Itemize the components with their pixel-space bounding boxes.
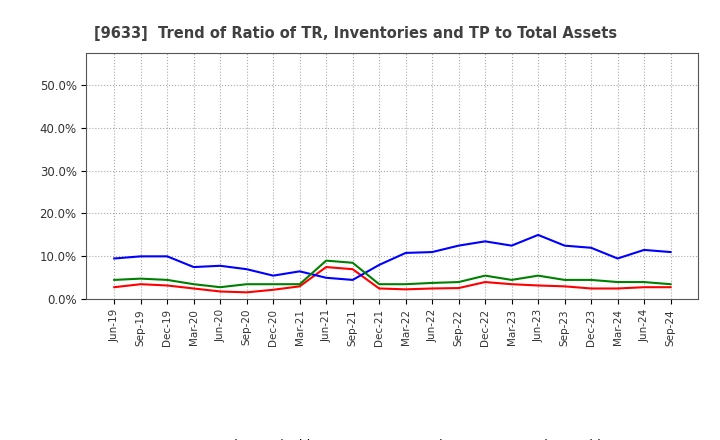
Trade Receivables (322, 264, 330, 270)
Line: Inventories: Inventories (114, 235, 670, 280)
Trade Receivables (613, 286, 622, 291)
Trade Payables (375, 282, 384, 287)
Trade Receivables (401, 287, 410, 292)
Trade Payables (243, 282, 251, 287)
Text: [9633]  Trend of Ratio of TR, Inventories and TP to Total Assets: [9633] Trend of Ratio of TR, Inventories… (94, 26, 617, 41)
Inventories (295, 269, 304, 274)
Trade Payables (189, 282, 198, 287)
Trade Payables (428, 280, 436, 286)
Trade Payables (613, 279, 622, 285)
Trade Receivables (428, 286, 436, 291)
Inventories (428, 249, 436, 255)
Trade Payables (560, 277, 569, 282)
Trade Receivables (136, 282, 145, 287)
Inventories (322, 275, 330, 280)
Inventories (216, 263, 225, 268)
Inventories (163, 254, 171, 259)
Inventories (189, 264, 198, 270)
Inventories (348, 277, 357, 282)
Trade Receivables (481, 279, 490, 285)
Inventories (243, 267, 251, 272)
Inventories (534, 232, 542, 238)
Trade Receivables (666, 285, 675, 290)
Inventories (613, 256, 622, 261)
Trade Payables (666, 282, 675, 287)
Line: Trade Receivables: Trade Receivables (114, 267, 670, 292)
Inventories (587, 245, 595, 250)
Inventories (508, 243, 516, 248)
Trade Receivables (269, 287, 277, 293)
Inventories (401, 250, 410, 256)
Inventories (640, 247, 649, 253)
Inventories (110, 256, 119, 261)
Trade Payables (481, 273, 490, 278)
Inventories (454, 243, 463, 248)
Inventories (375, 262, 384, 268)
Trade Payables (454, 279, 463, 285)
Trade Payables (322, 258, 330, 263)
Inventories (666, 249, 675, 255)
Trade Payables (269, 282, 277, 287)
Trade Payables (163, 277, 171, 282)
Inventories (560, 243, 569, 248)
Inventories (481, 239, 490, 244)
Trade Receivables (534, 283, 542, 288)
Trade Payables (348, 260, 357, 265)
Trade Payables (136, 276, 145, 281)
Trade Payables (295, 282, 304, 287)
Trade Payables (110, 277, 119, 282)
Trade Payables (216, 285, 225, 290)
Trade Receivables (243, 290, 251, 295)
Trade Payables (640, 279, 649, 285)
Trade Receivables (189, 286, 198, 291)
Trade Payables (587, 277, 595, 282)
Legend: Trade Receivables, Inventories, Trade Payables: Trade Receivables, Inventories, Trade Pa… (164, 433, 621, 440)
Trade Receivables (587, 286, 595, 291)
Trade Receivables (216, 289, 225, 294)
Trade Payables (401, 282, 410, 287)
Line: Trade Payables: Trade Payables (114, 260, 670, 287)
Trade Receivables (110, 285, 119, 290)
Trade Receivables (560, 284, 569, 289)
Trade Receivables (640, 285, 649, 290)
Trade Receivables (454, 286, 463, 291)
Trade Receivables (348, 267, 357, 272)
Trade Receivables (375, 286, 384, 291)
Trade Payables (508, 277, 516, 282)
Inventories (136, 254, 145, 259)
Inventories (269, 273, 277, 278)
Trade Receivables (295, 284, 304, 289)
Trade Payables (534, 273, 542, 278)
Trade Receivables (508, 282, 516, 287)
Trade Receivables (163, 283, 171, 288)
